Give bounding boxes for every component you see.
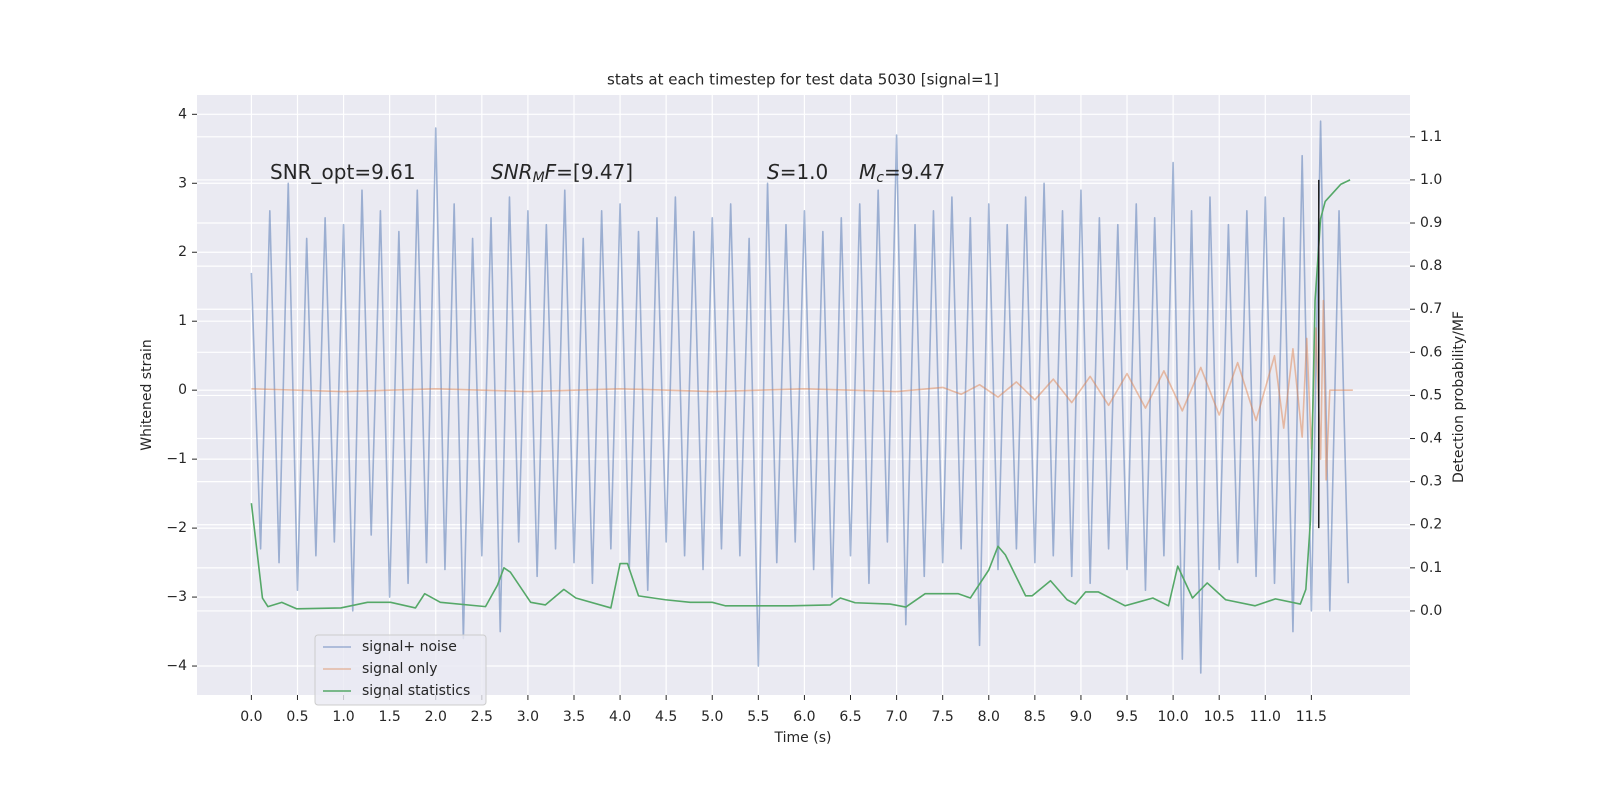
annotation: Mc=9.47 — [859, 160, 945, 187]
x-tick-label: 0.0 — [240, 709, 262, 725]
legend-label: signal only — [362, 661, 437, 677]
x-tick-label: 3.5 — [563, 709, 585, 725]
x-tick-label: 5.0 — [701, 709, 723, 725]
annotation-part: c — [876, 170, 884, 186]
chart-title: stats at each timestep for test data 503… — [607, 71, 999, 89]
axes: 0.0 0.5 1.0 1.5 2.0 2.5 3.0 3.5 4.0 4.5 5.0 5.5 6.0 6… — [166, 106, 1442, 725]
x-tick-label: 2.0 — [425, 709, 447, 725]
annotation-part: =1.0 — [780, 160, 829, 184]
annotation: SNR_opt=9.61 — [270, 160, 416, 184]
y2-tick-label: 0.4 — [1420, 431, 1442, 447]
x-tick-label: 8.5 — [1024, 709, 1046, 725]
x-tick-label: 6.0 — [793, 709, 815, 725]
y2-tick-label: 0.6 — [1420, 344, 1442, 360]
annotation: S=1.0 — [767, 160, 828, 184]
y-tick-label: −3 — [166, 589, 187, 605]
x-tick-label: 10.5 — [1204, 709, 1235, 725]
annotation-part: SNR — [491, 160, 533, 184]
y-axis-label: Whitened strain — [139, 339, 155, 450]
y-tick-label: 0 — [178, 382, 187, 398]
y-tick-label: 4 — [178, 106, 187, 122]
x-tick-label: 4.5 — [655, 709, 677, 725]
legend-label: signal+ noise — [362, 639, 457, 655]
x-tick-label: 5.5 — [747, 709, 769, 725]
y2-tick-label: 0.7 — [1420, 301, 1442, 317]
annotation-part: =9.47 — [884, 160, 945, 184]
x-tick-label: 9.5 — [1116, 709, 1138, 725]
y2-tick-label: 0.5 — [1420, 387, 1442, 403]
x-tick-label: 8.0 — [978, 709, 1000, 725]
x-tick-label: 0.5 — [286, 709, 308, 725]
annotation-part: M — [533, 170, 545, 186]
x-tick-label: 4.0 — [609, 709, 631, 725]
y2-tick-label: 0.0 — [1420, 603, 1442, 619]
y-tick-label: −4 — [166, 658, 187, 674]
y2-tick-label: 1.1 — [1420, 129, 1442, 145]
series-line — [250, 179, 1351, 610]
x-axis-label: Time (s) — [774, 730, 832, 746]
x-tick-label: 11.0 — [1250, 709, 1281, 725]
x-tick-label: 1.5 — [379, 709, 401, 725]
annotation-part: SNR_opt=9.61 — [270, 160, 416, 184]
x-tick-label: 11.5 — [1296, 709, 1327, 725]
y2-tick-label: 0.2 — [1420, 517, 1442, 533]
x-tick-label: 7.0 — [885, 709, 907, 725]
y-tick-label: 3 — [178, 175, 187, 191]
grid — [197, 95, 1410, 695]
series-line — [251, 299, 1353, 481]
x-tick-label: 3.0 — [517, 709, 539, 725]
y2-axis-label: Detection probability/MF — [1451, 311, 1467, 483]
annotation-part: M — [859, 160, 876, 184]
y2-tick-label: 0.8 — [1420, 258, 1442, 274]
annotation: SNRMF=[9.47] — [491, 160, 633, 187]
series-line — [250, 120, 1350, 674]
legend-label: signal statistics — [362, 683, 470, 699]
x-tick-label: 9.0 — [1070, 709, 1092, 725]
legend-box — [314, 634, 487, 706]
x-tick-label: 7.5 — [932, 709, 954, 725]
legend: signal+ noise signal only signal statistic… — [314, 634, 487, 706]
y2-tick-label: 0.3 — [1420, 474, 1442, 490]
y-tick-label: 2 — [178, 244, 187, 260]
y-tick-label: 1 — [178, 313, 187, 329]
y-tick-label: −1 — [166, 451, 187, 467]
annotation-part: F — [545, 160, 557, 184]
marks — [250, 120, 1353, 674]
x-tick-label: 2.5 — [471, 709, 493, 725]
annotation-part: =[9.47] — [556, 160, 633, 184]
x-tick-label: 1.0 — [332, 709, 354, 725]
y-tick-label: −2 — [166, 520, 187, 536]
x-tick-label: 10.0 — [1158, 709, 1189, 725]
y2-tick-label: 1.0 — [1420, 172, 1442, 188]
x-tick-label: 6.5 — [839, 709, 861, 725]
y2-tick-label: 0.9 — [1420, 215, 1442, 231]
annotation-part: S — [767, 160, 780, 184]
y2-tick-label: 0.1 — [1420, 560, 1442, 576]
